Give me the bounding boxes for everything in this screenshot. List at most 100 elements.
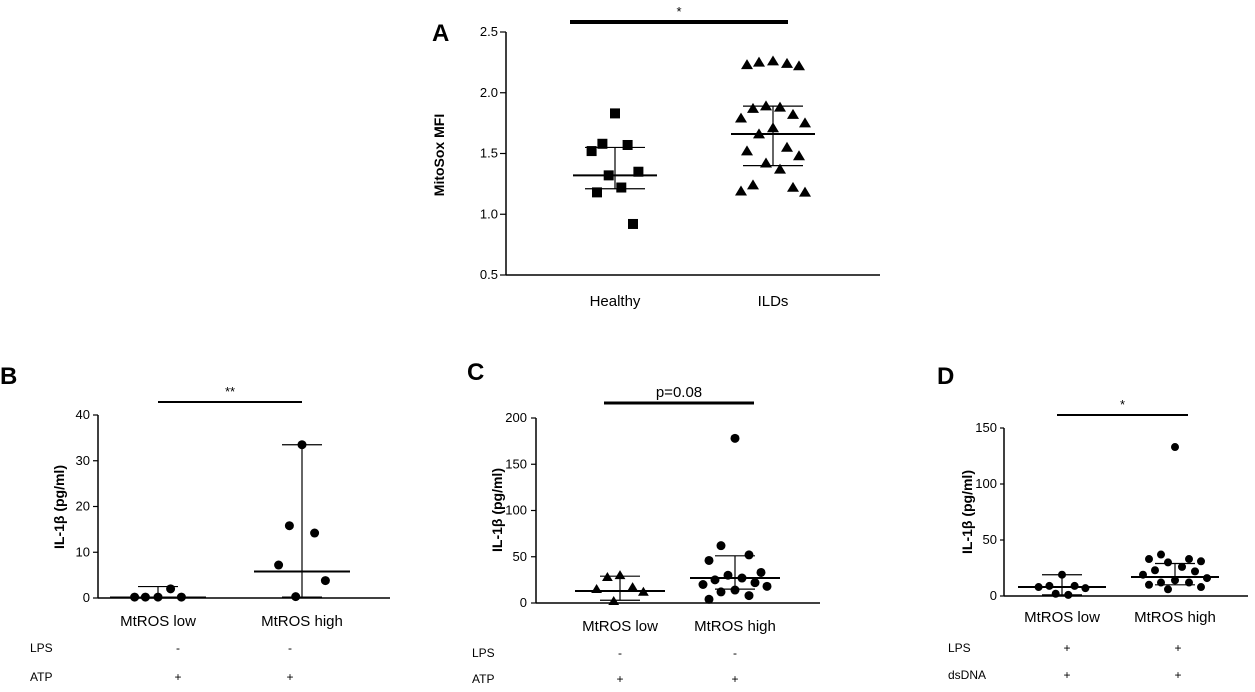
- significance-label: *: [1120, 397, 1125, 412]
- panel-letter: C: [467, 359, 484, 386]
- data-point: [1070, 581, 1079, 590]
- panel-letter: D: [937, 363, 954, 390]
- data-point: [781, 141, 793, 152]
- condition-label: ATP: [30, 670, 52, 684]
- data-point: [633, 166, 644, 177]
- data-point: [741, 145, 753, 156]
- y-tick-label: 2.0: [480, 85, 498, 100]
- data-point: [638, 586, 649, 596]
- condition-value: -: [733, 646, 737, 660]
- data-point: [787, 181, 799, 192]
- y-tick-label: 150: [975, 420, 997, 435]
- y-tick-label: 100: [975, 476, 997, 491]
- data-point: [760, 100, 772, 111]
- data-point: [1164, 558, 1172, 567]
- data-point: [153, 592, 163, 602]
- y-tick-label: 40: [76, 407, 90, 422]
- data-point: [597, 138, 608, 149]
- panel-letter: A: [432, 20, 449, 47]
- data-point: [622, 139, 633, 150]
- condition-value: +: [1174, 668, 1181, 682]
- data-point: [741, 59, 753, 70]
- x-category-label: MtROS low: [1024, 609, 1100, 626]
- data-point: [799, 186, 811, 197]
- condition-value: +: [616, 672, 623, 686]
- y-axis-label: IL-1β (pg/ml): [489, 468, 505, 552]
- data-point: [1191, 567, 1199, 576]
- data-point: [735, 112, 747, 123]
- y-tick-label: 100: [505, 503, 527, 518]
- data-point: [166, 584, 176, 594]
- condition-value: +: [174, 670, 181, 684]
- data-point: [774, 101, 786, 112]
- data-point: [1151, 566, 1159, 575]
- chart-panel-b: 0 10 20 30 40 IL-1β (pg/ml) MtROS low MtROS hig…: [30, 384, 390, 684]
- data-point: [735, 185, 747, 196]
- data-point: [176, 592, 186, 602]
- chart-panel-c: 0 50 100 150 200 IL-1β (pg/ml) MtROS low MtROS …: [472, 384, 820, 686]
- y-tick-label: 1.5: [480, 146, 498, 161]
- data-point: [1145, 580, 1153, 589]
- y-tick-label: 0: [520, 595, 527, 610]
- x-category-label: ILDs: [758, 293, 789, 310]
- data-point: [616, 182, 627, 193]
- x-category-label: MtROS low: [582, 618, 658, 635]
- data-point: [698, 580, 708, 589]
- data-point: [608, 596, 620, 605]
- data-point: [592, 187, 602, 198]
- data-point: [291, 592, 301, 602]
- data-point: [704, 555, 714, 565]
- x-category-label: Healthy: [590, 293, 641, 310]
- data-point: [710, 575, 720, 585]
- data-point: [716, 587, 726, 597]
- data-point: [1034, 583, 1043, 592]
- y-tick-label: 0: [83, 590, 90, 605]
- condition-label: LPS: [472, 646, 495, 660]
- significance-label: *: [676, 4, 681, 19]
- data-point: [1058, 570, 1066, 579]
- data-point: [1051, 589, 1060, 598]
- condition-value: +: [286, 670, 293, 684]
- y-tick-label: 2.5: [480, 24, 498, 39]
- data-point: [747, 179, 759, 190]
- data-point: [704, 594, 714, 604]
- data-point: [603, 170, 614, 181]
- condition-label: LPS: [30, 641, 53, 655]
- data-point: [130, 592, 140, 602]
- data-point: [586, 146, 597, 157]
- condition-label: ATP: [472, 672, 494, 686]
- data-point: [1145, 555, 1153, 564]
- y-tick-label: 50: [983, 532, 997, 547]
- data-point: [753, 128, 765, 139]
- y-tick-label: 10: [76, 544, 90, 559]
- data-point: [774, 163, 786, 174]
- data-point: [756, 567, 766, 577]
- data-point: [744, 591, 754, 601]
- y-axis-label: IL-1β (pg/ml): [959, 470, 975, 554]
- data-point: [627, 582, 638, 592]
- data-point: [602, 571, 613, 581]
- condition-label: LPS: [948, 641, 971, 655]
- data-point: [1185, 578, 1193, 587]
- condition-value: -: [176, 641, 180, 655]
- data-point: [310, 528, 320, 538]
- data-point: [614, 570, 626, 580]
- condition-value: -: [618, 646, 622, 660]
- data-point: [787, 108, 799, 119]
- data-point: [762, 581, 772, 591]
- data-point: [1197, 583, 1205, 592]
- condition-value: +: [731, 672, 738, 686]
- data-point: [628, 218, 638, 229]
- data-point: [297, 440, 307, 450]
- data-point: [753, 56, 765, 67]
- data-point: [716, 541, 726, 551]
- condition-value: +: [1174, 641, 1181, 655]
- data-point: [793, 60, 805, 71]
- data-point: [730, 585, 740, 595]
- y-tick-label: 0: [990, 588, 997, 603]
- data-point: [591, 583, 602, 593]
- data-point: [750, 578, 760, 588]
- data-point: [793, 150, 805, 161]
- panel-letter: B: [0, 363, 17, 390]
